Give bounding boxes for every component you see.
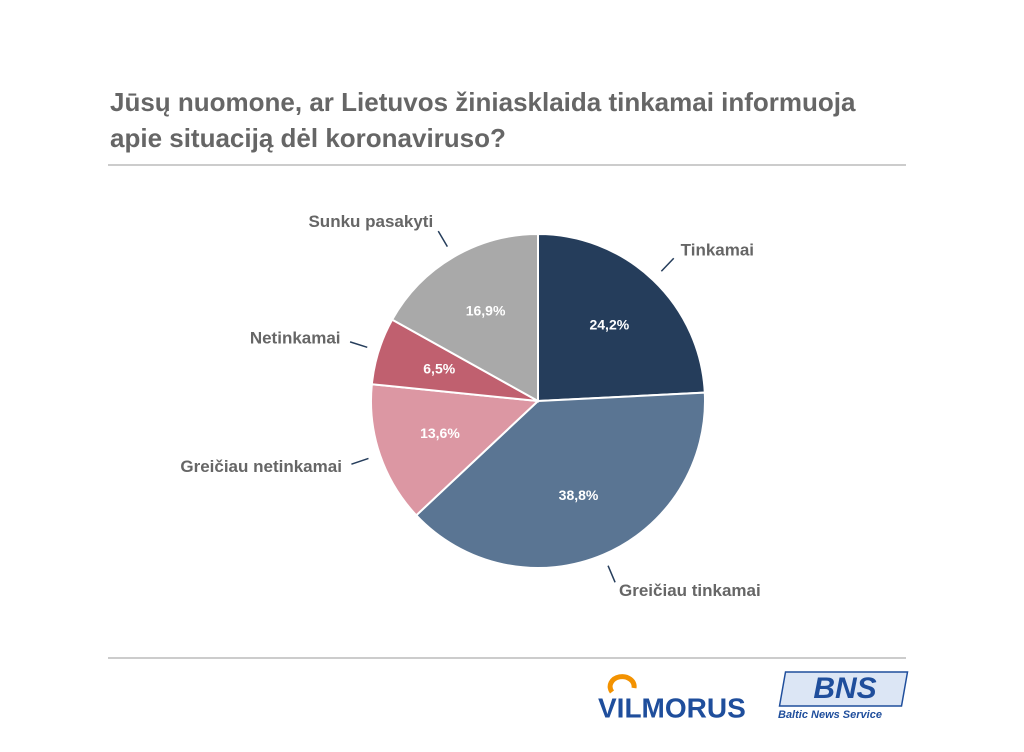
leader-line	[660, 257, 675, 272]
category-label: Greičiau netinkamai	[180, 457, 342, 476]
leader-line	[351, 457, 369, 465]
vilmorus-logo: VILMORUS	[598, 674, 746, 723]
pie-slice	[390, 232, 539, 403]
category-label: Tinkamai	[681, 240, 754, 259]
value-label: 38,8%	[559, 487, 599, 503]
category-label: Netinkamai	[250, 328, 341, 347]
chart-title: Jūsų nuomone, ar Lietuvos žiniasklaida t…	[110, 87, 856, 153]
pie-slice	[414, 391, 706, 569]
logo-swoosh	[607, 674, 637, 694]
logo-text: BNS	[813, 672, 876, 705]
pie-slice	[370, 383, 541, 517]
pie: 24,2% Tinkamai 38,8% Greičiau tinkamai 13,6%…	[180, 212, 760, 600]
leader-line	[437, 230, 449, 248]
category-label: Greičiau tinkamai	[619, 581, 761, 600]
value-label: 16,9%	[466, 302, 506, 318]
leader-line	[607, 565, 616, 583]
bns-logo: BNS Baltic News Service	[778, 671, 909, 721]
value-label: 6,5%	[423, 361, 455, 377]
value-label: 24,2%	[589, 317, 629, 333]
logo-text: VILMORUS	[598, 692, 746, 723]
leader-line	[349, 341, 368, 349]
category-label: Sunku pasakyti	[308, 212, 433, 231]
logo-box	[778, 671, 909, 707]
value-label: 13,6%	[420, 425, 460, 441]
pie-slice	[537, 232, 706, 403]
logo-caption: Baltic News Service	[778, 709, 882, 721]
